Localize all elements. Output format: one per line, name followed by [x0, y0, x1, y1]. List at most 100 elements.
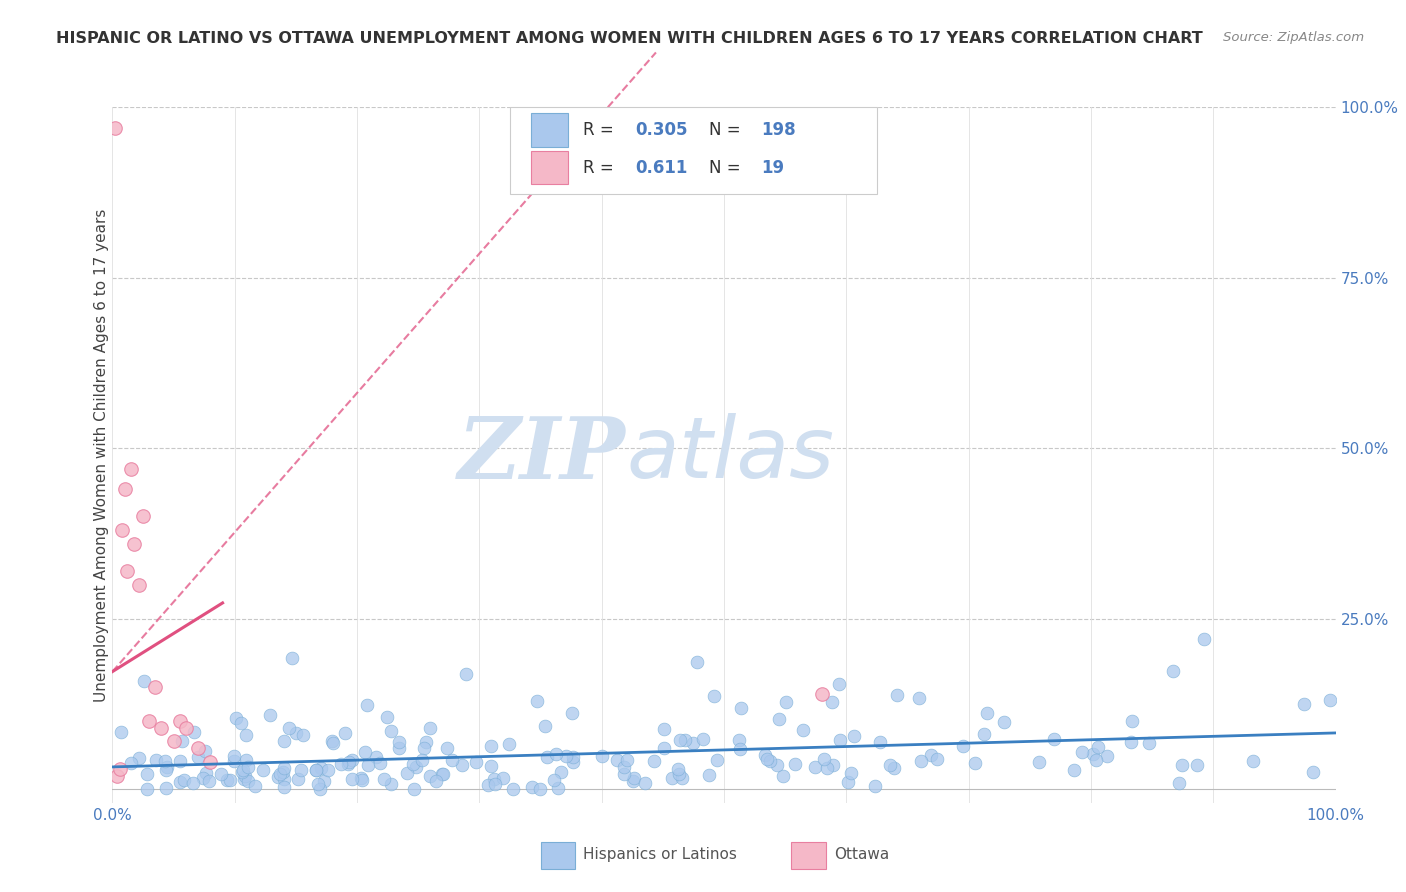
FancyBboxPatch shape: [540, 842, 575, 869]
Point: [269, 767, 291, 781]
Point: [759, 754, 782, 768]
Point: [441, 753, 464, 767]
Point: [591, 749, 613, 764]
Point: [1121, 714, 1143, 728]
Point: [432, 767, 454, 781]
Point: [613, 767, 636, 781]
Point: [183, 725, 205, 739]
Point: [110, 725, 132, 739]
Point: [222, 754, 245, 768]
Point: [155, 780, 177, 795]
Point: [222, 748, 245, 763]
Point: [194, 766, 217, 780]
Point: [502, 782, 524, 797]
Point: [169, 714, 191, 728]
Point: [1241, 754, 1264, 768]
Point: [756, 752, 779, 766]
Point: [544, 747, 567, 761]
Point: [697, 768, 720, 782]
Point: [613, 760, 636, 774]
Point: [803, 760, 825, 774]
Text: Hispanics or Latinos: Hispanics or Latinos: [583, 847, 737, 863]
Point: [340, 772, 363, 786]
FancyBboxPatch shape: [510, 107, 877, 194]
Point: [404, 782, 426, 797]
Point: [827, 677, 849, 691]
Point: [285, 726, 308, 740]
Point: [163, 734, 186, 748]
Point: [232, 763, 254, 777]
Point: [219, 773, 242, 788]
Point: [652, 723, 675, 737]
Point: [395, 766, 418, 780]
Point: [1043, 731, 1066, 746]
Point: [380, 777, 402, 791]
Point: [150, 721, 173, 735]
Point: [354, 745, 377, 759]
Point: [669, 733, 692, 747]
Point: [419, 721, 441, 735]
Point: [477, 778, 499, 792]
Text: atlas: atlas: [626, 413, 834, 497]
Point: [273, 734, 295, 748]
Point: [772, 769, 794, 783]
Point: [273, 765, 295, 780]
Point: [187, 749, 209, 764]
Point: [238, 760, 260, 774]
Point: [333, 726, 356, 740]
Point: [388, 735, 411, 749]
Point: [754, 747, 776, 762]
Point: [479, 759, 502, 773]
Point: [350, 771, 373, 785]
Point: [879, 757, 901, 772]
Point: [1161, 664, 1184, 678]
Point: [671, 771, 693, 785]
Text: Ottawa: Ottawa: [834, 847, 890, 863]
Point: [252, 763, 274, 777]
Point: [436, 741, 458, 756]
Point: [869, 735, 891, 749]
Point: [136, 766, 159, 780]
Text: HISPANIC OR LATINO VS OTTAWA UNEMPLOYMENT AMONG WOMEN WITH CHILDREN AGES 6 TO 17: HISPANIC OR LATINO VS OTTAWA UNEMPLOYMEN…: [56, 31, 1204, 46]
Point: [1087, 739, 1109, 754]
Point: [136, 781, 159, 796]
Point: [661, 772, 683, 786]
Point: [1085, 753, 1108, 767]
Point: [839, 766, 862, 780]
Point: [673, 733, 696, 747]
Point: [155, 754, 177, 768]
Point: [350, 773, 373, 788]
Point: [132, 674, 155, 689]
FancyBboxPatch shape: [531, 113, 568, 146]
Point: [259, 708, 281, 723]
Point: [685, 656, 707, 670]
Point: [668, 766, 690, 780]
Point: [337, 756, 360, 770]
Point: [703, 690, 725, 704]
Point: [321, 734, 343, 748]
Point: [425, 774, 447, 789]
Point: [311, 762, 333, 776]
Point: [479, 739, 502, 754]
Point: [973, 727, 995, 741]
Text: 19: 19: [761, 159, 785, 177]
Point: [235, 753, 257, 767]
Point: [170, 734, 193, 748]
Point: [765, 758, 787, 772]
Point: [169, 775, 191, 789]
Point: [562, 755, 585, 769]
Point: [1081, 747, 1104, 761]
Point: [413, 741, 436, 756]
Point: [643, 755, 665, 769]
Point: [561, 750, 583, 764]
Point: [304, 763, 326, 777]
Point: [1185, 758, 1208, 772]
Point: [456, 667, 478, 681]
Text: R =: R =: [583, 159, 624, 177]
Point: [114, 482, 136, 496]
Point: [132, 509, 155, 524]
Point: [368, 756, 391, 770]
Point: [883, 761, 905, 775]
Point: [197, 773, 219, 788]
Point: [654, 741, 676, 756]
